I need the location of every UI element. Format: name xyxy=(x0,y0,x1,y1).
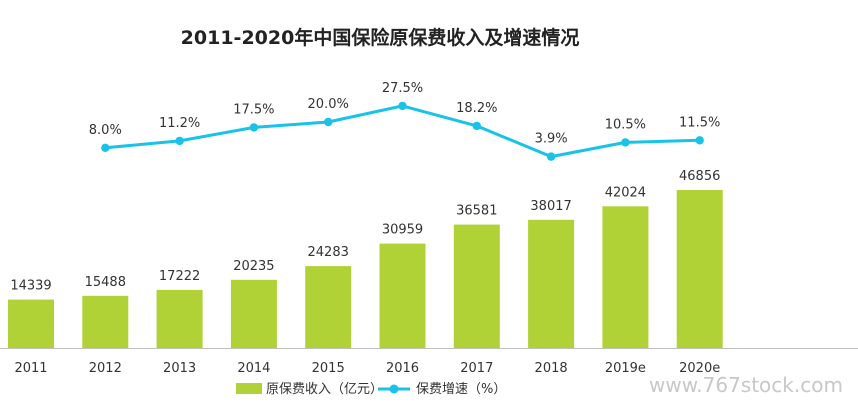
bar-label-2016: 30959 xyxy=(382,223,423,238)
bar-2011 xyxy=(8,299,54,348)
bar-label-2015: 24283 xyxy=(308,245,349,260)
legend-line-dot xyxy=(389,384,399,394)
line-point-2020e xyxy=(695,136,704,145)
line-label-2015: 20.0% xyxy=(308,97,349,112)
legend-line-label: 保费增速（%） xyxy=(416,382,506,397)
x-tick-2013: 2013 xyxy=(163,361,196,376)
x-tick-labels-group: 2011 2012 2013 2014 2015 2016 2017 2018 2019e 202… xyxy=(14,361,720,376)
bar-2019e xyxy=(602,206,649,348)
x-tick-2011: 2011 xyxy=(14,361,47,376)
line-point-2012 xyxy=(101,143,110,152)
bar-label-2017: 36581 xyxy=(456,204,497,219)
bar-label-2014: 20235 xyxy=(233,259,274,274)
bar-2012 xyxy=(82,295,129,348)
bar-2013 xyxy=(156,289,203,348)
line-label-2014: 17.5% xyxy=(233,102,274,117)
line-label-2017: 18.2% xyxy=(456,101,497,116)
x-tick-2019e: 2019e xyxy=(605,361,646,376)
watermark: www.767stock.com xyxy=(649,373,843,397)
legend-bar-swatch xyxy=(236,383,262,394)
x-tick-2015: 2015 xyxy=(312,361,345,376)
bar-label-2012: 15488 xyxy=(85,275,126,290)
line-point-2019e xyxy=(621,138,630,147)
line-label-2020e: 11.5% xyxy=(679,115,720,130)
x-tick-2012: 2012 xyxy=(89,361,122,376)
x-tick-2017: 2017 xyxy=(460,361,493,376)
line-label-2019e: 10.5% xyxy=(605,117,646,132)
line-point-2015 xyxy=(324,117,333,127)
bars-group xyxy=(8,190,723,348)
line-points-group xyxy=(101,101,704,161)
line-label-2016: 27.5% xyxy=(382,81,423,96)
bar-label-2013: 17222 xyxy=(159,269,200,284)
x-tick-2014: 2014 xyxy=(237,361,270,376)
line-point-2013 xyxy=(175,136,184,146)
bar-2016 xyxy=(379,243,426,348)
legend-bar-label: 原保费收入（亿元） xyxy=(266,382,383,397)
line-point-2017 xyxy=(472,121,481,131)
bar-label-2020e: 46856 xyxy=(679,169,720,184)
line-labels-group: 8.0% 11.2% 17.5% 20.0% 27.5% 18.2% 3.9% 10.5% 11… xyxy=(89,81,721,147)
x-tick-2016: 2016 xyxy=(386,361,419,376)
line-label-2012: 8.0% xyxy=(89,123,122,138)
x-tick-2018: 2018 xyxy=(535,361,568,376)
line-label-2013: 11.2% xyxy=(159,116,200,131)
bar-2017 xyxy=(453,224,500,348)
line-point-2014 xyxy=(249,123,259,132)
bar-labels-group: 14339 15488 17222 20235 24283 30959 36581 38017… xyxy=(10,169,720,294)
x-tick-2020e: 2020e xyxy=(679,361,720,376)
bar-2014 xyxy=(230,279,277,348)
bar-2020e xyxy=(676,190,723,348)
bar-2018 xyxy=(528,219,575,348)
legend: 原保费收入（亿元） 保费增速（%） xyxy=(236,382,506,397)
bar-label-2019e: 42024 xyxy=(605,185,646,200)
line-point-2016 xyxy=(398,101,407,111)
bar-label-2011: 14339 xyxy=(10,279,51,294)
line-label-2018: 3.9% xyxy=(535,132,568,147)
bar-2015 xyxy=(305,266,352,348)
bar-label-2018: 38017 xyxy=(530,199,571,214)
chart-title: 2011-2020年中国保险原保费收入及增速情况 xyxy=(181,26,580,49)
line-point-2018 xyxy=(546,152,556,161)
